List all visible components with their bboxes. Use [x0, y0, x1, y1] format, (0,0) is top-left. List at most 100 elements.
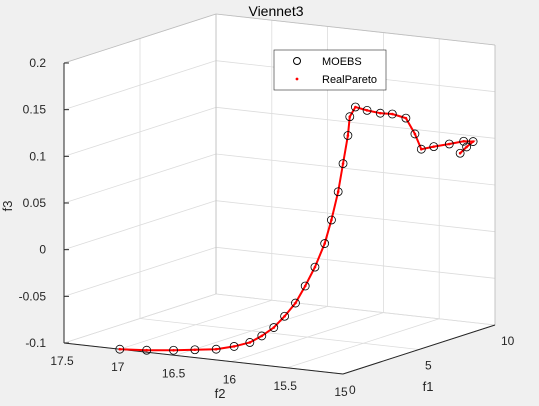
moebs-point: [459, 136, 469, 146]
z-gridline: [215, 106, 496, 139]
real-pareto-point: [447, 142, 451, 146]
real-pareto-point: [303, 284, 307, 288]
real-pareto-point: [432, 145, 436, 148]
x-tick-label: 5: [425, 359, 432, 373]
x-axis-label: f1: [423, 379, 434, 394]
moebs-point: [280, 311, 290, 321]
real-pareto-point: [346, 134, 350, 137]
z-tick-label: -0.05: [19, 289, 47, 303]
moebs-point: [142, 345, 152, 355]
real-pareto-point: [458, 151, 462, 155]
box-edge: [63, 13, 217, 64]
real-pareto-point: [248, 341, 252, 344]
legend-box: [273, 49, 387, 91]
moebs-point: [320, 239, 330, 248]
y-tick-label: 17: [111, 360, 125, 374]
real-pareto-point: [283, 314, 286, 318]
chart-title: Viennet3: [248, 3, 303, 19]
moebs-point: [468, 137, 478, 146]
legend-moebs-marker: [293, 57, 301, 65]
real-pareto-point: [172, 348, 175, 352]
moebs-point: [345, 112, 355, 122]
z-gridline: [215, 153, 496, 186]
tick-labels: -0.1 -0.05 0 0.05 0.1 0.15 0.2 15 15.5 16 16.5 17 17…: [19, 56, 515, 399]
moebs-point: [401, 113, 411, 123]
y-tick-label: 15.5: [274, 379, 298, 393]
real-pareto-point: [465, 145, 468, 149]
real-pareto-point: [378, 111, 382, 115]
moebs-point: [338, 159, 348, 169]
moebs-points: [115, 102, 478, 355]
z-axis-label: f3: [0, 201, 15, 212]
moebs-point: [362, 105, 372, 115]
moebs-point: [300, 281, 310, 291]
z-gridline: [215, 246, 496, 279]
y-gridline: [119, 299, 272, 350]
real-pareto-point: [214, 347, 218, 351]
moebs-point: [169, 345, 178, 355]
legend-moebs-label: MOEBS: [322, 56, 362, 68]
legend-realpareto-marker: [295, 77, 299, 81]
z-tick-label: 0.15: [23, 103, 47, 117]
real-pareto-point: [336, 190, 340, 194]
z-tick-label: 0: [39, 243, 46, 257]
moebs-point: [333, 187, 343, 197]
y-gridline: [175, 306, 328, 356]
moebs-point: [115, 344, 125, 354]
real-pareto-point: [471, 140, 475, 143]
real-pareto-point: [118, 347, 122, 351]
real-pareto-point: [294, 301, 297, 305]
f1-axis-line: [342, 324, 496, 375]
y-gridline: [231, 312, 384, 362]
real-pareto-point: [260, 334, 264, 338]
x-gridline: [215, 293, 496, 326]
moebs-point: [229, 342, 239, 351]
x-tick-label: 10: [501, 334, 515, 348]
real-pareto-point: [404, 116, 408, 120]
moebs-point: [245, 338, 255, 347]
moebs-point: [310, 262, 320, 272]
y-gridline: [287, 318, 440, 369]
real-pareto-point: [348, 115, 352, 119]
real-pareto-point: [193, 348, 197, 352]
real-pareto-point: [462, 139, 465, 143]
legend: MOEBS RealPareto: [273, 49, 387, 91]
real-pareto-point: [341, 162, 345, 165]
real-pareto-curve: [119, 105, 476, 352]
y-tick-label: 15: [334, 385, 348, 399]
moebs-point: [387, 109, 397, 119]
y-tick-label: 16.5: [162, 366, 186, 380]
moebs-point: [190, 345, 200, 355]
real-pareto-point: [420, 147, 423, 151]
y-gridline: [63, 293, 217, 344]
x-gridline: [139, 318, 420, 350]
y-tick-label: 16: [223, 373, 237, 387]
real-pareto-line: [118, 105, 476, 352]
real-pareto-point: [272, 326, 276, 329]
real-pareto-point: [232, 345, 236, 348]
z-tick-label: 0.05: [23, 196, 47, 210]
real-pareto-point: [330, 218, 333, 222]
y-axis-label: f2: [215, 386, 226, 401]
moebs-point: [462, 142, 472, 152]
moebs-point: [410, 129, 420, 139]
moebs-point: [351, 102, 360, 112]
moebs-point: [429, 142, 439, 152]
z-tick-label: 0.2: [29, 56, 46, 70]
real-pareto-point: [413, 132, 417, 136]
moebs-point: [269, 323, 279, 332]
real-pareto-point: [365, 109, 369, 112]
moebs-point: [455, 148, 465, 158]
z-gridline: [215, 200, 496, 233]
moebs-point: [444, 139, 454, 149]
f2-axis-line: [63, 342, 344, 375]
z-tick-label: -0.1: [25, 336, 46, 350]
moebs-point: [416, 144, 426, 154]
real-pareto-point: [391, 112, 394, 116]
moebs-point: [257, 331, 267, 341]
y-tick-label: 17.5: [50, 354, 74, 368]
z-tick-label: 0.1: [29, 149, 46, 163]
moebs-point: [291, 298, 300, 308]
moebs-point: [375, 108, 385, 118]
